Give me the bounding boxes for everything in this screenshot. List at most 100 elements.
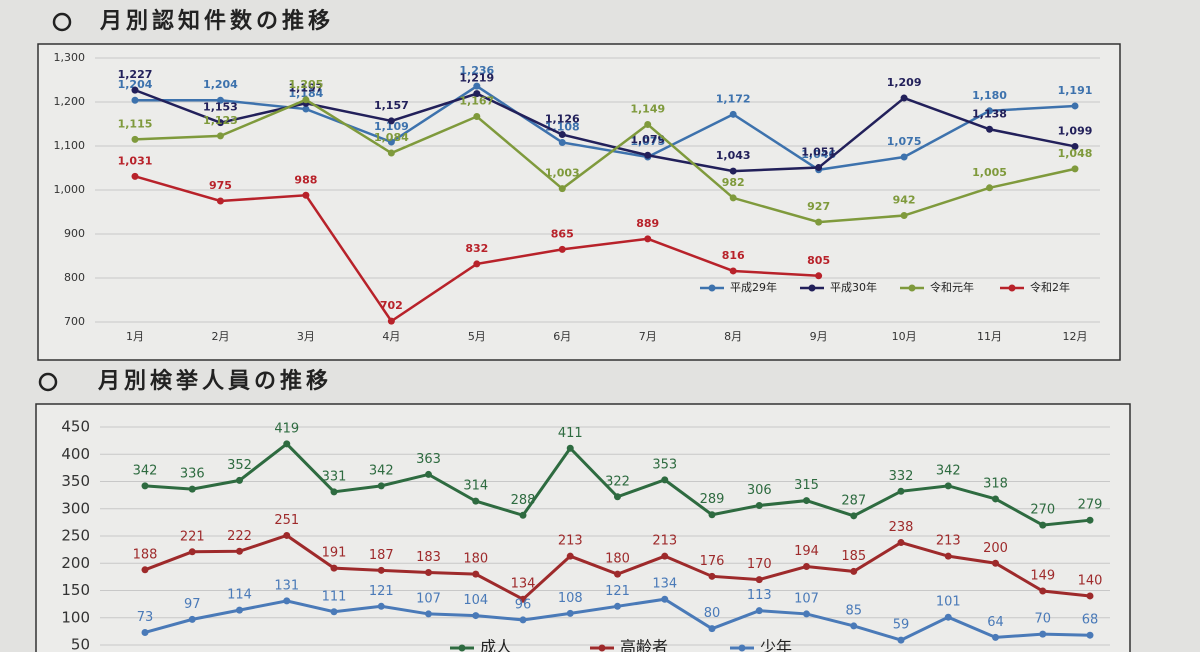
data-label: 114 (227, 588, 252, 603)
heading-marker (38, 372, 58, 392)
data-point (302, 191, 310, 199)
series-line (134, 98, 1076, 224)
y-tick-label: 200 (61, 554, 90, 572)
legend-label: 平成30年 (830, 280, 877, 294)
data-label: 865 (551, 227, 574, 240)
data-label: 111 (322, 589, 347, 604)
data-label: 113 (747, 588, 772, 603)
data-point (387, 138, 395, 146)
y-tick-label: 900 (64, 227, 85, 240)
data-point (519, 595, 527, 603)
data-label: 889 (636, 217, 659, 230)
data-point (216, 119, 224, 127)
y-tick-label: 400 (61, 445, 90, 463)
data-label: 318 (983, 476, 1008, 491)
x-tick-label: 11月 (977, 330, 1002, 343)
data-label: 85 (845, 603, 862, 618)
data-point (283, 531, 291, 539)
data-point (1086, 631, 1094, 639)
data-point (330, 488, 338, 496)
data-label: 331 (322, 469, 347, 484)
data-point (850, 622, 858, 630)
data-point (141, 566, 149, 574)
data-label: 1,079 (630, 133, 665, 146)
data-point (944, 482, 952, 490)
data-point (803, 497, 810, 505)
data-point (850, 512, 858, 520)
legend-swatch (598, 644, 606, 652)
data-point (330, 608, 338, 616)
data-point (897, 539, 905, 547)
chart-title: 月別認知件数の推移 (99, 8, 334, 34)
data-label: 1,204 (203, 78, 238, 91)
y-tick-label: 1,200 (54, 95, 86, 108)
data-label: 59 (893, 618, 910, 633)
data-point (1039, 521, 1047, 529)
data-label: 1,043 (716, 149, 751, 162)
data-point (236, 476, 243, 484)
data-point (708, 625, 716, 633)
data-label: 353 (652, 457, 677, 472)
data-point (986, 107, 994, 115)
data-point (729, 167, 737, 175)
data-point (473, 260, 481, 268)
data-point (729, 267, 737, 275)
data-point (473, 82, 481, 90)
data-label: 108 (558, 591, 583, 606)
data-label: 336 (180, 467, 205, 482)
data-label: 107 (794, 591, 819, 606)
data-point (986, 184, 994, 192)
data-point (131, 135, 139, 143)
data-label: 1,031 (118, 154, 153, 167)
data-label: 134 (652, 577, 677, 592)
data-point (519, 511, 527, 519)
data-point (708, 572, 716, 580)
data-point (425, 470, 432, 478)
data-point (519, 616, 527, 624)
data-label: 1,149 (630, 102, 665, 115)
data-label: 1,219 (459, 72, 494, 85)
data-label: 64 (987, 615, 1004, 630)
x-tick-label: 6月 (553, 330, 571, 343)
x-tick-label: 4月 (382, 330, 400, 343)
legend-label: 成人 (480, 638, 512, 652)
data-point (387, 117, 395, 125)
data-point (558, 131, 566, 139)
data-point (900, 212, 908, 220)
data-label: 1,197 (289, 81, 324, 94)
x-tick-label: 1月 (126, 330, 144, 343)
legend-label: 令和2年 (1030, 280, 1070, 294)
data-point (188, 485, 196, 493)
data-point (472, 612, 480, 620)
data-label: 176 (700, 554, 725, 569)
data-label: 1,209 (887, 76, 922, 89)
data-point (803, 610, 810, 618)
data-point (302, 105, 310, 113)
data-point (1086, 592, 1094, 600)
data-point (815, 218, 823, 226)
data-point (644, 151, 652, 159)
data-point (729, 110, 737, 118)
data-label: 170 (747, 557, 772, 572)
data-point (755, 501, 763, 509)
y-tick-label: 150 (61, 581, 90, 599)
data-point (377, 566, 385, 574)
data-label: 1,084 (374, 131, 409, 144)
data-label: 1,153 (203, 101, 238, 114)
data-point (131, 86, 139, 94)
data-label: 213 (652, 534, 677, 549)
legend-label: 平成29年 (730, 280, 777, 294)
data-label: 200 (983, 541, 1008, 556)
data-point (387, 317, 395, 325)
data-point (283, 597, 291, 605)
data-point (558, 245, 566, 253)
legend-label: 高齢者 (620, 638, 668, 652)
data-label: 1,191 (1058, 84, 1093, 97)
data-label: 180 (463, 552, 488, 567)
data-point (644, 120, 652, 128)
data-point (473, 113, 481, 121)
data-label: 121 (605, 584, 630, 599)
data-label: 107 (416, 591, 441, 606)
x-tick-label: 3月 (297, 330, 315, 343)
